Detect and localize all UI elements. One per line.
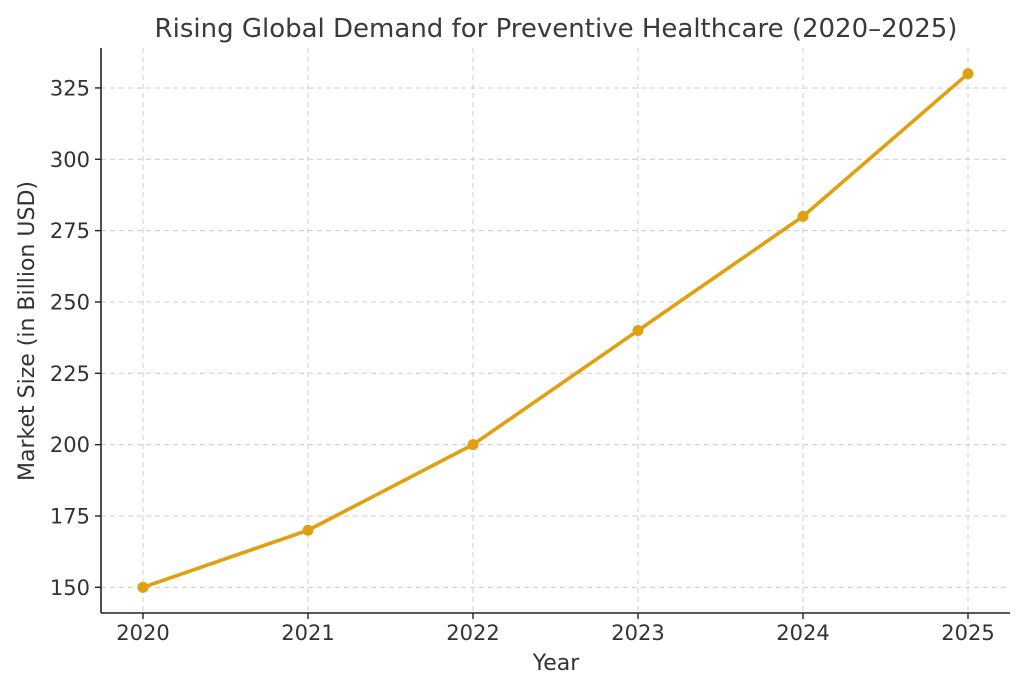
- y-axis-label: Market Size (in Billion USD): [15, 181, 40, 481]
- x-tick-label: 2021: [281, 621, 334, 645]
- axes: [95, 48, 1010, 619]
- y-tick-label: 150: [50, 576, 90, 600]
- data-point: [962, 68, 974, 80]
- tick-labels: 150 175 200 225 250 275 300 325 2020 2021 2022 2023…: [50, 76, 995, 645]
- chart-title: Rising Global Demand for Preventive Heal…: [155, 14, 958, 44]
- series: [137, 68, 974, 593]
- data-point: [632, 325, 644, 336]
- x-tick-label: 2020: [116, 621, 169, 645]
- series-line: [141, 71, 970, 590]
- y-tick-label: 300: [50, 148, 90, 172]
- data-point: [467, 439, 479, 451]
- y-tick-label: 275: [50, 219, 90, 243]
- y-tick-label: 250: [50, 290, 90, 314]
- x-tick-label: 2022: [446, 621, 499, 645]
- y-tick-label: 200: [50, 433, 90, 457]
- x-axis-label: Year: [532, 651, 581, 676]
- y-tick-label: 325: [50, 76, 90, 100]
- y-tick-label: 175: [50, 504, 90, 528]
- y-tick-label: 225: [50, 362, 90, 386]
- x-tick-label: 2023: [611, 621, 664, 645]
- data-point: [137, 581, 149, 593]
- data-point: [302, 524, 314, 536]
- data-point: [797, 210, 809, 222]
- gridlines: [101, 48, 1010, 613]
- x-tick-label: 2024: [776, 621, 829, 645]
- x-tick-label: 2025: [941, 621, 994, 645]
